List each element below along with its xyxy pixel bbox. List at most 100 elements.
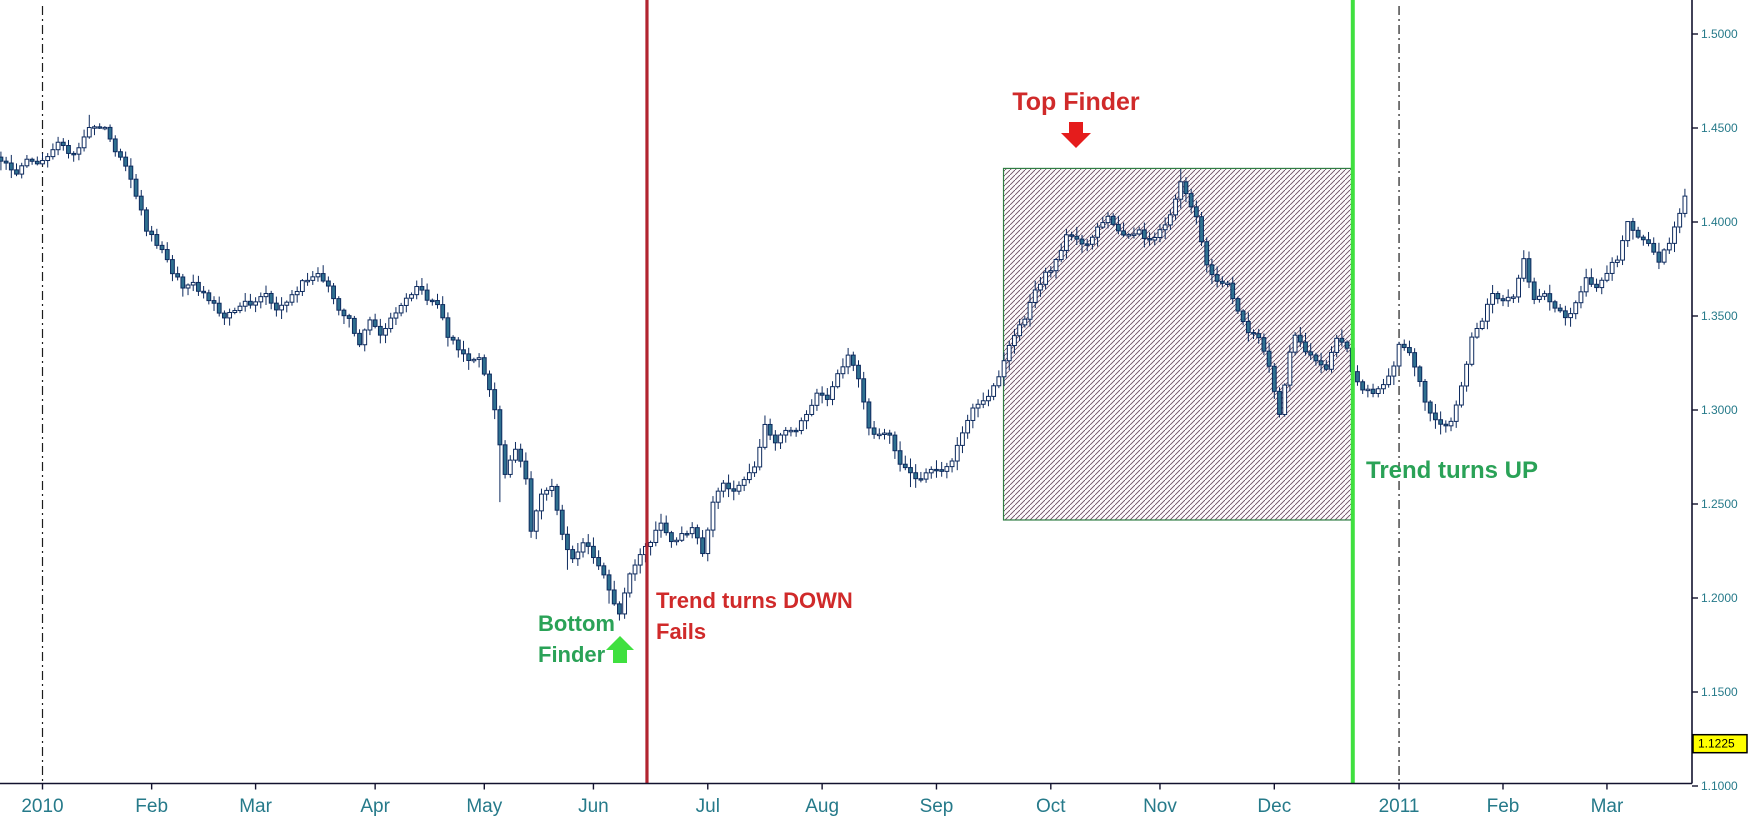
candle-down bbox=[1297, 334, 1303, 343]
candle-up bbox=[986, 395, 991, 402]
candle-up bbox=[1625, 221, 1631, 242]
candle-down bbox=[455, 339, 461, 351]
candle-down bbox=[1308, 351, 1314, 356]
candle-down bbox=[1427, 401, 1433, 414]
candle-down bbox=[767, 423, 773, 436]
candle-down bbox=[1646, 239, 1651, 244]
candle-up bbox=[965, 419, 971, 434]
candle-up bbox=[299, 280, 305, 292]
candle-up bbox=[840, 366, 846, 375]
candle-down bbox=[1588, 277, 1594, 285]
candle-down bbox=[133, 178, 139, 197]
candle-up bbox=[923, 472, 929, 480]
candle-down bbox=[8, 162, 14, 171]
candle-up bbox=[653, 529, 659, 543]
candle-up bbox=[1677, 212, 1683, 228]
candle-up bbox=[783, 429, 789, 436]
candle-up bbox=[1001, 360, 1007, 378]
candle-up bbox=[1448, 420, 1454, 427]
candle-down bbox=[731, 488, 737, 492]
candle-down bbox=[1562, 310, 1568, 319]
candle-up bbox=[1027, 301, 1033, 320]
candle-up bbox=[741, 479, 747, 486]
time-axis-label: Nov bbox=[1143, 796, 1177, 817]
candle-down bbox=[939, 469, 945, 472]
candle-up bbox=[549, 485, 555, 491]
candle-down bbox=[372, 319, 378, 327]
candle-up bbox=[403, 297, 409, 306]
candle-down bbox=[487, 373, 492, 391]
bottom-finder-arrow-icon bbox=[606, 636, 634, 663]
candle-up bbox=[788, 429, 794, 433]
price-axis-label: 1.1500 bbox=[1701, 685, 1738, 699]
candle-down bbox=[377, 325, 383, 336]
candle-down bbox=[1443, 423, 1449, 427]
candle-up bbox=[1100, 222, 1106, 228]
candle-up bbox=[679, 533, 685, 541]
candle-down bbox=[1557, 307, 1563, 312]
candle-down bbox=[331, 285, 336, 300]
candle-up bbox=[242, 300, 248, 307]
candle-up bbox=[1173, 198, 1178, 216]
candle-down bbox=[902, 463, 908, 469]
candle-up bbox=[1505, 296, 1511, 302]
candle-up bbox=[50, 149, 56, 158]
candle-down bbox=[325, 280, 331, 287]
candle-up bbox=[263, 292, 269, 298]
top-finder-hatched-box bbox=[1002, 167, 1354, 521]
candle-down bbox=[570, 549, 576, 560]
candle-up bbox=[533, 510, 539, 532]
candle-up bbox=[778, 434, 783, 444]
candle-up bbox=[1459, 385, 1464, 406]
candle-down bbox=[856, 364, 861, 380]
candle-down bbox=[684, 533, 690, 536]
candle-down bbox=[694, 527, 700, 539]
candle-down bbox=[351, 317, 357, 334]
candle-down bbox=[819, 392, 825, 396]
candle-down bbox=[138, 195, 144, 211]
candle-down bbox=[154, 234, 160, 246]
candle-down bbox=[1401, 343, 1407, 349]
time-axis-label: Jul bbox=[696, 796, 720, 817]
candle-down bbox=[216, 302, 222, 314]
candle-down bbox=[196, 281, 201, 292]
candle-up bbox=[1292, 334, 1298, 353]
candle-up bbox=[809, 404, 815, 415]
candle-down bbox=[268, 292, 274, 304]
candle-down bbox=[897, 450, 903, 465]
candle-up bbox=[1225, 282, 1230, 286]
candle-down bbox=[440, 304, 446, 319]
candle-down bbox=[3, 160, 9, 164]
candle-up bbox=[76, 147, 82, 155]
candle-down bbox=[1256, 333, 1262, 339]
candle-down bbox=[144, 209, 149, 232]
candle-down bbox=[123, 156, 129, 167]
candle-up bbox=[1375, 388, 1381, 394]
candle-down bbox=[466, 353, 472, 361]
candle-up bbox=[544, 489, 550, 495]
candle-down bbox=[149, 230, 155, 236]
candle-down bbox=[97, 126, 103, 129]
time-axis-label: Feb bbox=[135, 796, 168, 817]
candle-down bbox=[1547, 293, 1553, 303]
candle-up bbox=[1614, 259, 1620, 263]
candle-up bbox=[1131, 233, 1137, 236]
candle-down bbox=[60, 141, 66, 147]
candle-down bbox=[1313, 354, 1319, 362]
top-finder-label: Top Finder bbox=[1012, 88, 1140, 116]
candle-down bbox=[918, 478, 924, 481]
candle-down bbox=[1084, 243, 1090, 246]
candle-down bbox=[668, 532, 674, 543]
candle-up bbox=[710, 501, 716, 531]
candle-up bbox=[876, 433, 882, 437]
time-axis-label: Sep bbox=[920, 796, 954, 817]
candle-up bbox=[1599, 279, 1605, 289]
candle-down bbox=[481, 357, 487, 375]
candle-down bbox=[211, 300, 217, 304]
candle-up bbox=[1126, 234, 1132, 237]
candle-up bbox=[279, 304, 284, 311]
candles-layer bbox=[0, 114, 1688, 621]
candle-down bbox=[492, 389, 498, 411]
candle-down bbox=[1640, 236, 1646, 241]
